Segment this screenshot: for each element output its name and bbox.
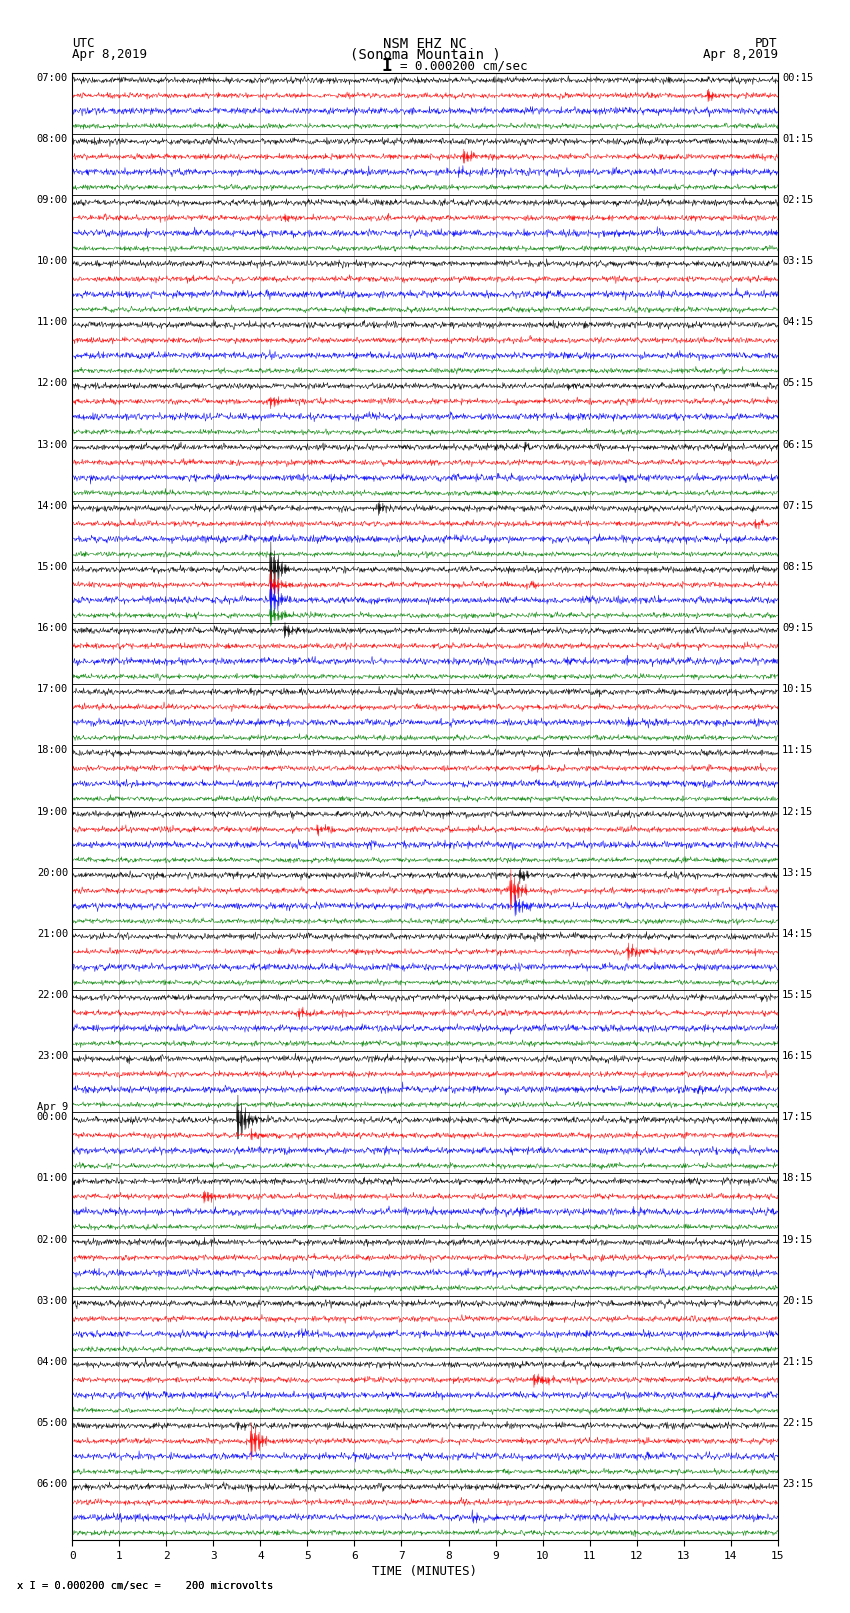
Text: PDT: PDT	[756, 37, 778, 50]
Text: 11:15: 11:15	[782, 745, 813, 755]
Text: (Sonoma Mountain ): (Sonoma Mountain )	[349, 48, 501, 61]
Text: 21:00: 21:00	[37, 929, 68, 939]
Text: 16:15: 16:15	[782, 1052, 813, 1061]
Text: 11:00: 11:00	[37, 318, 68, 327]
Text: UTC: UTC	[72, 37, 94, 50]
Text: 02:00: 02:00	[37, 1234, 68, 1245]
Text: 00:00: 00:00	[37, 1113, 68, 1123]
Text: 22:15: 22:15	[782, 1418, 813, 1428]
Text: I: I	[382, 56, 392, 76]
Text: 05:15: 05:15	[782, 379, 813, 389]
Text: 06:00: 06:00	[37, 1479, 68, 1489]
Text: 18:00: 18:00	[37, 745, 68, 755]
Text: 19:15: 19:15	[782, 1234, 813, 1245]
Text: 01:15: 01:15	[782, 134, 813, 144]
Text: 04:00: 04:00	[37, 1357, 68, 1366]
Text: 20:15: 20:15	[782, 1295, 813, 1307]
Text: 05:00: 05:00	[37, 1418, 68, 1428]
Text: 17:15: 17:15	[782, 1113, 813, 1123]
Text: 04:15: 04:15	[782, 318, 813, 327]
Text: 14:00: 14:00	[37, 500, 68, 511]
Text: 10:00: 10:00	[37, 256, 68, 266]
X-axis label: TIME (MINUTES): TIME (MINUTES)	[372, 1565, 478, 1578]
Text: = 0.000200 cm/sec: = 0.000200 cm/sec	[400, 60, 527, 73]
Text: 01:00: 01:00	[37, 1174, 68, 1184]
Text: 15:00: 15:00	[37, 561, 68, 573]
Text: 13:15: 13:15	[782, 868, 813, 877]
Text: 18:15: 18:15	[782, 1174, 813, 1184]
Text: 08:15: 08:15	[782, 561, 813, 573]
Text: 17:00: 17:00	[37, 684, 68, 694]
Text: 23:00: 23:00	[37, 1052, 68, 1061]
Text: 19:00: 19:00	[37, 806, 68, 816]
Text: 02:15: 02:15	[782, 195, 813, 205]
Text: 15:15: 15:15	[782, 990, 813, 1000]
Text: 16:00: 16:00	[37, 623, 68, 632]
Text: 13:00: 13:00	[37, 440, 68, 450]
Text: 03:00: 03:00	[37, 1295, 68, 1307]
Text: 06:15: 06:15	[782, 440, 813, 450]
Text: 20:00: 20:00	[37, 868, 68, 877]
Text: Apr 8,2019: Apr 8,2019	[703, 48, 778, 61]
Text: 21:15: 21:15	[782, 1357, 813, 1366]
Text: 08:00: 08:00	[37, 134, 68, 144]
Text: NSM EHZ NC: NSM EHZ NC	[383, 37, 467, 50]
Text: 23:15: 23:15	[782, 1479, 813, 1489]
Text: 00:15: 00:15	[782, 73, 813, 82]
Text: 09:00: 09:00	[37, 195, 68, 205]
Text: Apr 8,2019: Apr 8,2019	[72, 48, 147, 61]
Text: x I = 0.000200 cm/sec =    200 microvolts: x I = 0.000200 cm/sec = 200 microvolts	[17, 1581, 273, 1590]
Text: 03:15: 03:15	[782, 256, 813, 266]
Text: Apr 9: Apr 9	[37, 1102, 68, 1113]
Text: 12:15: 12:15	[782, 806, 813, 816]
Text: 09:15: 09:15	[782, 623, 813, 632]
Text: 22:00: 22:00	[37, 990, 68, 1000]
Text: x I = 0.000200 cm/sec =    200 microvolts: x I = 0.000200 cm/sec = 200 microvolts	[17, 1581, 273, 1590]
Text: 07:15: 07:15	[782, 500, 813, 511]
Text: 14:15: 14:15	[782, 929, 813, 939]
Text: 10:15: 10:15	[782, 684, 813, 694]
Text: 07:00: 07:00	[37, 73, 68, 82]
Text: 12:00: 12:00	[37, 379, 68, 389]
